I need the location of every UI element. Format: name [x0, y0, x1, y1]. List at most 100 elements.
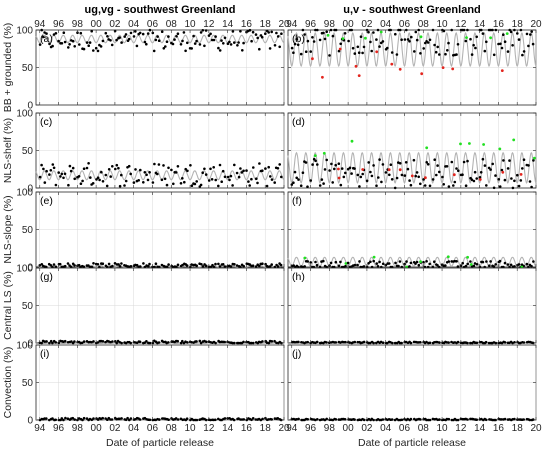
- data-point-black: [176, 165, 180, 168]
- data-point-black: [492, 53, 496, 57]
- data-point-black: [280, 175, 283, 179]
- data-point-black: [297, 340, 300, 344]
- data-point-black: [261, 169, 264, 172]
- data-point-black: [221, 169, 225, 173]
- data-point-black: [312, 40, 316, 43]
- data-point-black: [445, 417, 449, 421]
- data-point-black: [415, 260, 419, 264]
- data-point-black: [201, 29, 205, 32]
- data-point-black: [318, 184, 322, 187]
- data-point-black: [67, 46, 70, 49]
- data-point-black: [370, 174, 374, 178]
- data-point-black: [273, 339, 276, 343]
- column-title-right: u,v - southwest Greenland: [343, 4, 481, 16]
- data-point-black: [391, 341, 394, 345]
- data-point-black: [386, 46, 389, 50]
- column-title-left: ug,vg - southwest Greenland: [85, 4, 236, 16]
- data-point-black: [118, 184, 122, 188]
- data-point-black: [157, 163, 161, 166]
- data-point-black: [408, 179, 411, 182]
- data-point-black: [299, 184, 303, 187]
- data-point-black: [145, 42, 148, 46]
- data-point-black: [452, 184, 455, 187]
- data-point-black: [90, 29, 93, 33]
- data-point-black: [115, 38, 118, 42]
- data-point-black: [42, 167, 45, 171]
- data-point-black: [517, 184, 521, 188]
- data-point-black: [267, 31, 271, 34]
- data-point-black: [469, 260, 472, 263]
- data-point-black: [270, 340, 274, 343]
- data-point-black: [186, 341, 189, 344]
- x-tick-label-top: 18: [260, 19, 272, 30]
- data-point-black: [254, 33, 258, 36]
- data-point-black: [87, 44, 90, 47]
- data-point-black: [329, 28, 333, 32]
- panel-f: (f): [287, 191, 537, 269]
- data-point-black: [325, 30, 329, 34]
- data-point-black: [59, 175, 62, 178]
- data-point-black: [492, 186, 496, 190]
- x-tick-label-top: 94: [286, 19, 298, 30]
- data-point-black: [502, 33, 505, 36]
- data-point-black: [203, 44, 206, 48]
- data-point-black: [264, 32, 267, 35]
- data-point-black: [242, 169, 245, 173]
- data-point-black: [82, 416, 86, 420]
- data-point-black: [428, 38, 432, 42]
- data-point-black: [235, 264, 239, 267]
- data-point-black: [92, 49, 95, 52]
- data-point-black: [127, 164, 131, 168]
- data-point-black: [494, 28, 498, 32]
- x-tick-label-top: 10: [184, 19, 196, 30]
- data-point-black: [530, 30, 533, 33]
- data-point-black: [531, 42, 535, 46]
- x-tick-label-bottom: 96: [305, 423, 317, 434]
- data-point-black: [106, 35, 109, 38]
- data-point-black: [375, 262, 379, 265]
- data-point-black: [204, 29, 208, 32]
- data-point-black: [303, 265, 307, 268]
- data-point-black: [38, 175, 42, 179]
- data-point-black: [353, 52, 357, 55]
- data-point-black: [438, 418, 441, 421]
- data-point-black: [117, 166, 120, 170]
- data-point-black: [369, 40, 372, 44]
- data-point-black: [120, 173, 123, 177]
- data-point-black: [146, 178, 150, 182]
- data-point-black: [214, 262, 217, 266]
- x-tick-label-bottom: 00: [343, 423, 355, 434]
- data-point-black: [88, 41, 92, 44]
- y-tick-label: 0: [27, 416, 33, 427]
- data-point-black: [101, 39, 105, 43]
- data-point-black: [410, 35, 413, 39]
- data-point-black: [521, 167, 524, 170]
- data-point-black: [347, 39, 350, 43]
- data-point-black: [212, 166, 215, 169]
- data-point-black: [100, 170, 103, 174]
- x-tick-label-bottom: 00: [91, 423, 103, 434]
- data-point-black: [343, 32, 347, 35]
- data-point-black: [148, 171, 151, 174]
- data-point-black: [258, 47, 261, 51]
- y-tick-label: 100: [16, 341, 33, 352]
- data-point-black: [198, 339, 202, 343]
- data-point-black: [229, 265, 233, 268]
- x-tick-label-bottom: 06: [147, 423, 159, 434]
- data-point-black: [276, 35, 280, 38]
- data-point-black: [190, 47, 193, 50]
- data-point-black: [143, 40, 147, 44]
- data-point-black: [344, 171, 347, 175]
- data-point-black: [176, 32, 180, 35]
- data-point-black: [148, 28, 152, 32]
- data-point-black: [210, 38, 214, 42]
- data-point-black: [146, 32, 150, 35]
- data-point-black: [466, 262, 470, 266]
- data-point-black: [40, 28, 43, 32]
- data-point-black: [297, 417, 300, 421]
- data-point-black: [522, 50, 526, 53]
- data-point-black: [301, 28, 305, 32]
- data-point-black: [356, 173, 360, 177]
- data-point-black: [71, 416, 75, 420]
- data-point-black: [212, 38, 216, 42]
